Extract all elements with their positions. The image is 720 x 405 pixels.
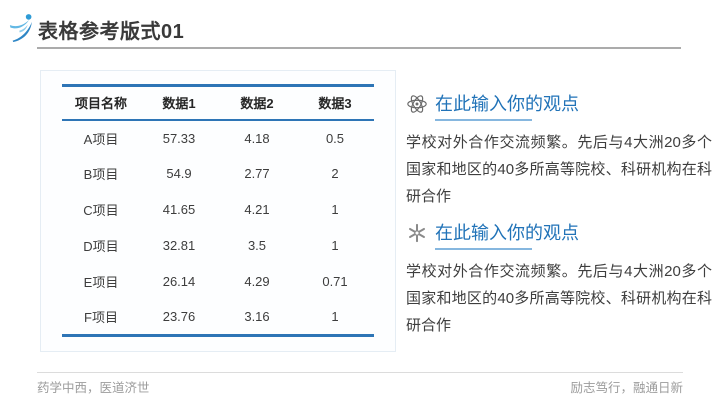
- table-cell: 57.33: [162, 130, 196, 146]
- column-header: 项目名称: [62, 84, 140, 121]
- opinion-body-text: 学校对外合作交流频繁。先后与4大洲20多个国家和地区的40多所高等院校、科研机构…: [406, 134, 712, 205]
- opinion-heading: 在此输入你的观点: [406, 92, 712, 116]
- table-cell: F项目: [62, 299, 140, 337]
- swoosh-figure-logo: [8, 12, 38, 42]
- table-cell: 1: [331, 238, 339, 253]
- table-row: C项目 41.65 4.21 1: [62, 192, 374, 228]
- table-cell: 2.77: [244, 166, 270, 181]
- opinion-body-text: 学校对外合作交流频繁。先后与4大洲20多个国家和地区的40多所高等院校、科研机构…: [406, 263, 712, 334]
- table-cell: 0.5: [325, 130, 345, 146]
- table-cell: 3.5: [247, 238, 267, 253]
- table-row: A项目 57.33 4.18 0.5: [62, 120, 374, 156]
- table-row: F项目 23.76 3.16 1: [62, 299, 374, 337]
- page-title: 表格参考版式01: [38, 21, 185, 43]
- project-data-table: 项目名称 数据1 数据2 数据3 A项目 57.33 4.18 0.5 B项目 …: [62, 84, 374, 337]
- data-table-card: 项目名称 数据1 数据2 数据3 A项目 57.33 4.18 0.5 B项目 …: [40, 70, 396, 352]
- table-cell: 26.14: [162, 274, 196, 289]
- table-cell: D项目: [83, 239, 119, 254]
- table-cell: A项目: [83, 131, 119, 147]
- atom-icon: [406, 93, 428, 115]
- table-cell: 4.18: [244, 130, 270, 146]
- table-cell: C项目: [83, 203, 119, 218]
- opinion-title: 在此输入你的观点: [435, 223, 579, 243]
- table-cell: 2: [331, 166, 339, 181]
- table-cell: 1: [296, 299, 374, 337]
- table-header-row: 项目名称 数据1 数据2 数据3: [62, 84, 374, 121]
- table-cell: B项目: [83, 167, 119, 182]
- footer-motto-right: 励志笃行，融通日新: [570, 381, 683, 395]
- table-cell: 32.81: [162, 238, 196, 253]
- footer-divider: [37, 372, 683, 373]
- table-cell: 23.76: [140, 299, 218, 337]
- opinion-title-underline: [435, 248, 532, 250]
- column-header: 数据2: [218, 84, 296, 121]
- table-cell: 0.71: [322, 274, 348, 289]
- table-cell: 54.9: [166, 166, 192, 181]
- table-row: E项目 26.14 4.29 0.71: [62, 264, 374, 300]
- table-cell: 41.65: [162, 202, 196, 217]
- opinion-section-2: 在此输入你的观点 学校对外合作交流频繁。先后与4大洲20多个国家和地区的40多所…: [406, 221, 712, 339]
- opinion-title-underline: [435, 119, 532, 121]
- table-row: B项目 54.9 2.77 2: [62, 156, 374, 192]
- snowflake-icon: [406, 222, 428, 244]
- table-cell: 1: [331, 202, 339, 217]
- header-divider: [37, 47, 681, 49]
- table-cell: 4.21: [244, 202, 270, 217]
- opinion-title: 在此输入你的观点: [435, 94, 579, 114]
- table-row: D项目 32.81 3.5 1: [62, 228, 374, 264]
- table-cell: E项目: [83, 275, 119, 290]
- table-cell: 4.29: [244, 274, 270, 289]
- footer-motto-left: 药学中西，医道济世: [37, 381, 150, 395]
- column-header: 数据1: [140, 84, 218, 121]
- opinion-heading: 在此输入你的观点: [406, 221, 712, 245]
- opinion-section-1: 在此输入你的观点 学校对外合作交流频繁。先后与4大洲20多个国家和地区的40多所…: [406, 92, 712, 210]
- table-cell: 3.16: [218, 299, 296, 337]
- column-header: 数据3: [296, 84, 374, 121]
